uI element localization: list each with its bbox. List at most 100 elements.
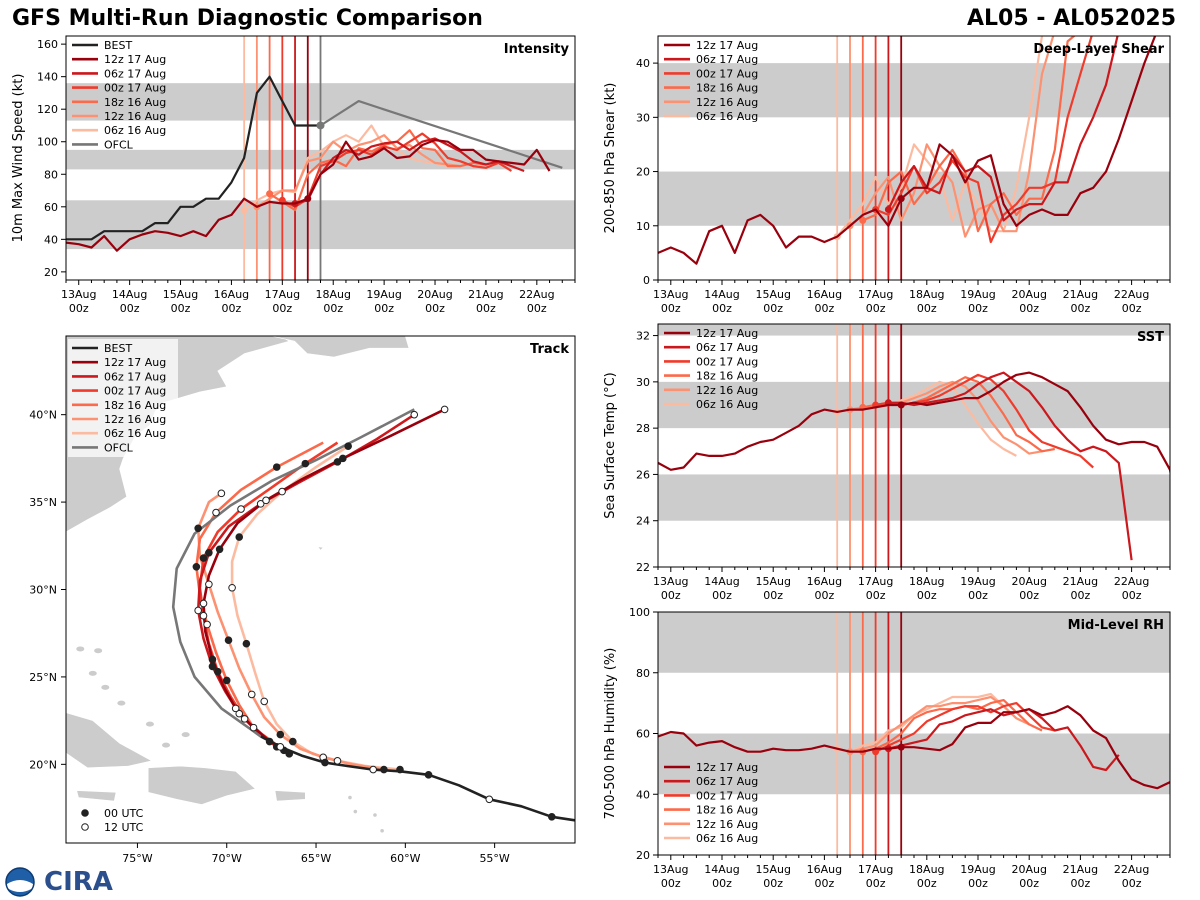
- init-marker-06z-16-aug: [240, 206, 248, 214]
- page-title: GFS Multi-Run Diagnostic Comparison: [12, 6, 483, 31]
- x-tick-label: 15Aug: [755, 575, 790, 588]
- marker-12utc: [235, 709, 244, 718]
- plot-area-rh: [658, 612, 1170, 855]
- y-tick-label: 10: [636, 220, 650, 233]
- x-tick-label: 00z: [866, 589, 886, 602]
- x-tick-label: 00z: [866, 302, 886, 315]
- lat-tick-label: 25°N: [29, 671, 57, 684]
- legend-label-best: BEST: [104, 39, 132, 52]
- legend-label-06z-16-aug: 06z 16 Aug: [696, 110, 758, 123]
- cuba-land: [66, 712, 153, 769]
- series-18z-16-aug: [269, 129, 487, 212]
- y-tick-label: 100: [629, 606, 650, 619]
- y-tick-label: 60: [44, 201, 58, 214]
- x-tick-label: 22Aug: [1114, 863, 1149, 876]
- marker-00utc: [424, 771, 433, 779]
- y-axis-label: 10m Max Wind Speed (kt): [11, 74, 26, 243]
- y-axis-label: Sea Surface Temp (°C): [603, 372, 618, 519]
- marker-12utc: [276, 743, 285, 751]
- x-tick-label: 20Aug: [1011, 863, 1046, 876]
- x-tick-label: 00z: [712, 877, 732, 890]
- track-ofcl: [171, 408, 415, 738]
- marker-00utc: [208, 655, 217, 664]
- init-marker-12z-17-aug: [897, 195, 905, 203]
- bermuda-land: [317, 546, 324, 551]
- y-tick-label: 24: [636, 515, 650, 528]
- x-tick-label: 22Aug: [1114, 575, 1149, 588]
- x-tick-label: 14Aug: [704, 863, 739, 876]
- legend-label-06z-16-aug: 06z 16 Aug: [696, 832, 758, 845]
- x-tick-label: 13Aug: [653, 863, 688, 876]
- y-axis-label: 200-850 hPa Shear (kt): [603, 83, 618, 234]
- marker-12utc: [240, 715, 249, 723]
- marker-00utc: [301, 459, 310, 468]
- x-tick-label: 00z: [968, 589, 988, 602]
- x-tick-label: 00z: [1071, 589, 1091, 602]
- series-00z-17-aug: [281, 132, 512, 208]
- marker-00utc: [235, 533, 244, 541]
- marker-12utc: [440, 405, 449, 414]
- lon-tick-label: 60°W: [390, 852, 420, 865]
- lon-tick-label: 75°W: [122, 852, 152, 865]
- panel-title: SST: [1137, 330, 1164, 345]
- marker-00utc: [199, 554, 208, 562]
- series-best: [66, 75, 321, 241]
- x-tick-label: 18Aug: [909, 288, 944, 301]
- legend-label-12z-17-aug: 12z 17 Aug: [696, 761, 758, 774]
- series-06z-17-aug: [888, 708, 1120, 772]
- x-tick-label: 17Aug: [858, 863, 893, 876]
- y-tick-label: 140: [37, 71, 58, 84]
- x-tick-label: 18Aug: [315, 288, 350, 301]
- puerto-rico-land: [274, 790, 306, 802]
- marker-00utc: [215, 545, 224, 554]
- x-tick-label: 16Aug: [807, 288, 842, 301]
- legend-label-12z-16-aug: 12z 16 Aug: [696, 384, 758, 397]
- y-tick-label: 32: [636, 330, 650, 343]
- marker-00utc: [547, 812, 556, 821]
- marker-12utc: [333, 757, 342, 765]
- marker-legend-label: 12 UTC: [104, 821, 144, 834]
- x-tick-label: 00z: [763, 589, 783, 602]
- y-tick-label: 40: [636, 57, 650, 70]
- x-tick-label: 19Aug: [366, 288, 401, 301]
- marker-00utc: [192, 562, 201, 571]
- panel-title: Intensity: [504, 42, 570, 57]
- x-tick-label: 21Aug: [1063, 863, 1098, 876]
- x-tick-label: 00z: [712, 302, 732, 315]
- lat-tick-label: 40°N: [29, 409, 57, 422]
- y-tick-label: 80: [636, 667, 650, 680]
- series-12z-17-aug: [658, 36, 1157, 265]
- marker-00utc: [222, 676, 231, 685]
- x-tick-label: 18Aug: [909, 575, 944, 588]
- legend-label-06z-17-aug: 06z 17 Aug: [696, 53, 758, 66]
- legend-label-best: BEST: [104, 342, 132, 355]
- marker-12utc: [256, 500, 265, 508]
- track-12z-17-aug: [202, 408, 446, 743]
- x-tick-label: 00z: [120, 302, 140, 315]
- jamaica-land: [76, 790, 117, 802]
- lesser-antilles-island-4: [348, 795, 352, 800]
- x-tick-label: 21Aug: [468, 288, 503, 301]
- marker-00utc: [194, 524, 202, 533]
- marker-12utc: [231, 704, 240, 713]
- legend-label-18z-16-aug: 18z 16 Aug: [696, 370, 758, 383]
- y-tick-label: 26: [636, 468, 650, 481]
- x-tick-label: 00z: [815, 302, 835, 315]
- x-tick-label: 17Aug: [265, 288, 300, 301]
- marker-00utc: [272, 463, 281, 471]
- marker-00utc: [344, 442, 352, 450]
- panel-track: 75°W 70°W 65°W 60°W 55°W 20°N 25°N 30°N 35°N 40°N…: [29, 335, 576, 865]
- panel-rh: 13Aug00z14Aug00z15Aug00z16Aug00z17Aug00z…: [603, 606, 1171, 890]
- x-tick-label: 17Aug: [858, 575, 893, 588]
- x-tick-label: 17Aug: [858, 288, 893, 301]
- x-tick-label: 14Aug: [112, 288, 147, 301]
- legend-marker-12utc: [81, 823, 89, 831]
- x-tick-label: 00z: [1122, 302, 1142, 315]
- init-marker-00z-17-aug: [278, 196, 286, 204]
- x-tick-label: 18Aug: [909, 863, 944, 876]
- x-tick-label: 00z: [815, 877, 835, 890]
- legend-label-18z-16-aug: 18z 16 Aug: [104, 399, 166, 412]
- x-tick-label: 00z: [1071, 877, 1091, 890]
- y-tick-label: 160: [37, 38, 58, 51]
- y-tick-label: 0: [643, 274, 650, 287]
